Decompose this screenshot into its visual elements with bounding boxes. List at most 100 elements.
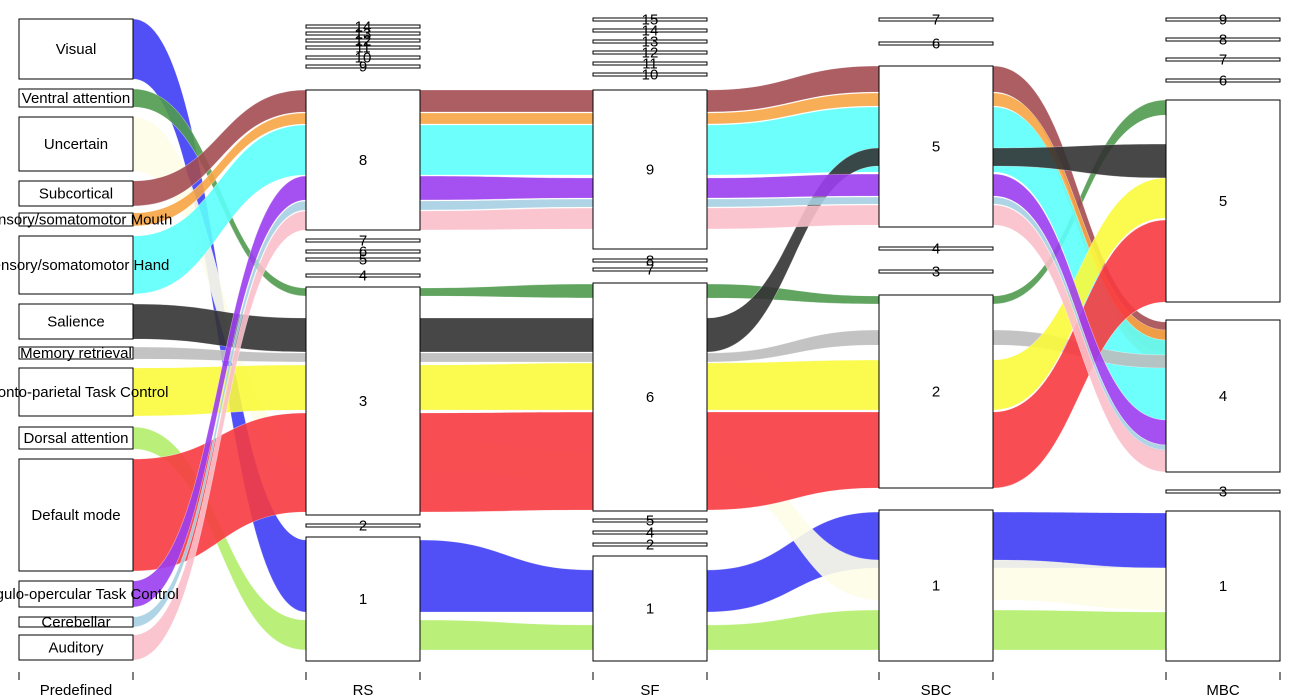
flow-band xyxy=(992,559,1167,611)
node-label: 6 xyxy=(932,36,940,53)
flow-band xyxy=(419,619,594,651)
node-box xyxy=(878,246,994,251)
node-box xyxy=(305,238,421,243)
flow-band xyxy=(419,283,594,299)
node-box xyxy=(878,269,994,274)
node-label: 7 xyxy=(359,233,367,250)
node-label: 10 xyxy=(642,67,659,84)
node-label: 2 xyxy=(359,518,367,535)
node-box xyxy=(305,286,421,516)
node-label: 4 xyxy=(1219,388,1227,405)
axis-label: SF xyxy=(640,682,659,699)
node-box xyxy=(305,55,421,60)
node-label: 4 xyxy=(646,525,654,542)
node-box xyxy=(878,509,994,662)
node-box xyxy=(592,17,708,22)
node-box xyxy=(592,61,708,66)
node-label: 11 xyxy=(355,40,371,57)
flow-band xyxy=(419,207,594,231)
node-label: 12 xyxy=(642,45,659,62)
flow-band xyxy=(419,124,594,176)
node-box xyxy=(592,39,708,44)
node-label: 4 xyxy=(932,241,940,258)
node-label: 14 xyxy=(355,19,372,36)
node-box xyxy=(305,257,421,262)
node-label: Fronto-parietal Task Control xyxy=(0,384,168,401)
node-layer: Visual Ventral attention Uncertain Subcorti… xyxy=(0,12,1281,662)
node-box xyxy=(18,367,134,417)
node-label: 3 xyxy=(359,393,367,410)
node-box xyxy=(1165,510,1281,662)
flow-band xyxy=(419,317,594,353)
node-label: 6 xyxy=(1219,73,1227,90)
node-label: Subcortical xyxy=(39,186,113,203)
node-label: 8 xyxy=(359,152,367,169)
node-box xyxy=(592,530,708,535)
node-label: 6 xyxy=(646,389,654,406)
axis-layer: Predefined RS SF SBC MBC xyxy=(18,672,1281,699)
flow-band xyxy=(706,359,880,411)
node-label: Auditory xyxy=(48,640,104,657)
flow-band xyxy=(419,539,594,613)
node-box xyxy=(1165,37,1281,42)
node-box xyxy=(305,89,421,231)
node-box xyxy=(1165,489,1281,494)
node-label: 11 xyxy=(642,56,658,73)
node-box xyxy=(592,89,708,250)
flow-band xyxy=(992,511,1167,569)
node-label: 5 xyxy=(359,252,367,269)
node-box xyxy=(18,616,134,628)
node-label: 3 xyxy=(1219,484,1227,501)
node-label: Default mode xyxy=(31,507,120,524)
node-box xyxy=(18,634,134,661)
node-box xyxy=(878,294,994,489)
node-box xyxy=(305,24,421,29)
flow-band xyxy=(706,609,880,651)
node-box xyxy=(305,64,421,69)
node-label: 6 xyxy=(359,244,367,261)
node-label: 1 xyxy=(646,601,654,618)
node-box xyxy=(1165,319,1281,473)
node-box xyxy=(592,518,708,523)
flow-band xyxy=(419,112,594,125)
node-box xyxy=(305,31,421,36)
node-box xyxy=(305,249,421,254)
flow-band xyxy=(419,411,594,513)
flow-band xyxy=(992,609,1167,651)
flow-band xyxy=(419,175,594,201)
node-label: 3 xyxy=(932,264,940,281)
node-label: 7 xyxy=(932,12,940,29)
node-label: 9 xyxy=(359,59,367,76)
flow-band xyxy=(706,173,880,199)
node-label: 10 xyxy=(355,50,372,67)
axis-label: Predefined xyxy=(40,682,113,699)
node-box xyxy=(18,18,134,80)
flow-band xyxy=(419,362,594,411)
node-label: Cingulo-opercular Task Control xyxy=(0,586,179,603)
node-label: 13 xyxy=(642,34,659,51)
node-box xyxy=(18,180,134,207)
node-box xyxy=(305,523,421,528)
node-box xyxy=(18,580,134,608)
node-label: 7 xyxy=(646,262,654,279)
node-label: 9 xyxy=(1219,12,1227,29)
node-label: Salience xyxy=(47,314,105,331)
node-label: 15 xyxy=(642,12,659,29)
node-label: 2 xyxy=(932,384,940,401)
node-label: 14 xyxy=(642,23,659,40)
node-label: 4 xyxy=(359,268,367,285)
node-label: Memory retrieval xyxy=(20,345,132,362)
node-box xyxy=(592,50,708,55)
node-box xyxy=(305,536,421,662)
flow-band xyxy=(706,411,880,511)
node-label: 1 xyxy=(1219,578,1227,595)
node-box xyxy=(18,235,134,295)
node-box xyxy=(592,555,708,662)
node-box xyxy=(592,282,708,512)
node-box xyxy=(1165,99,1281,303)
node-label: Sensory/somatomotor Hand xyxy=(0,257,169,274)
flow-band xyxy=(419,352,594,363)
node-label: 9 xyxy=(646,162,654,179)
node-label: 5 xyxy=(646,513,654,530)
